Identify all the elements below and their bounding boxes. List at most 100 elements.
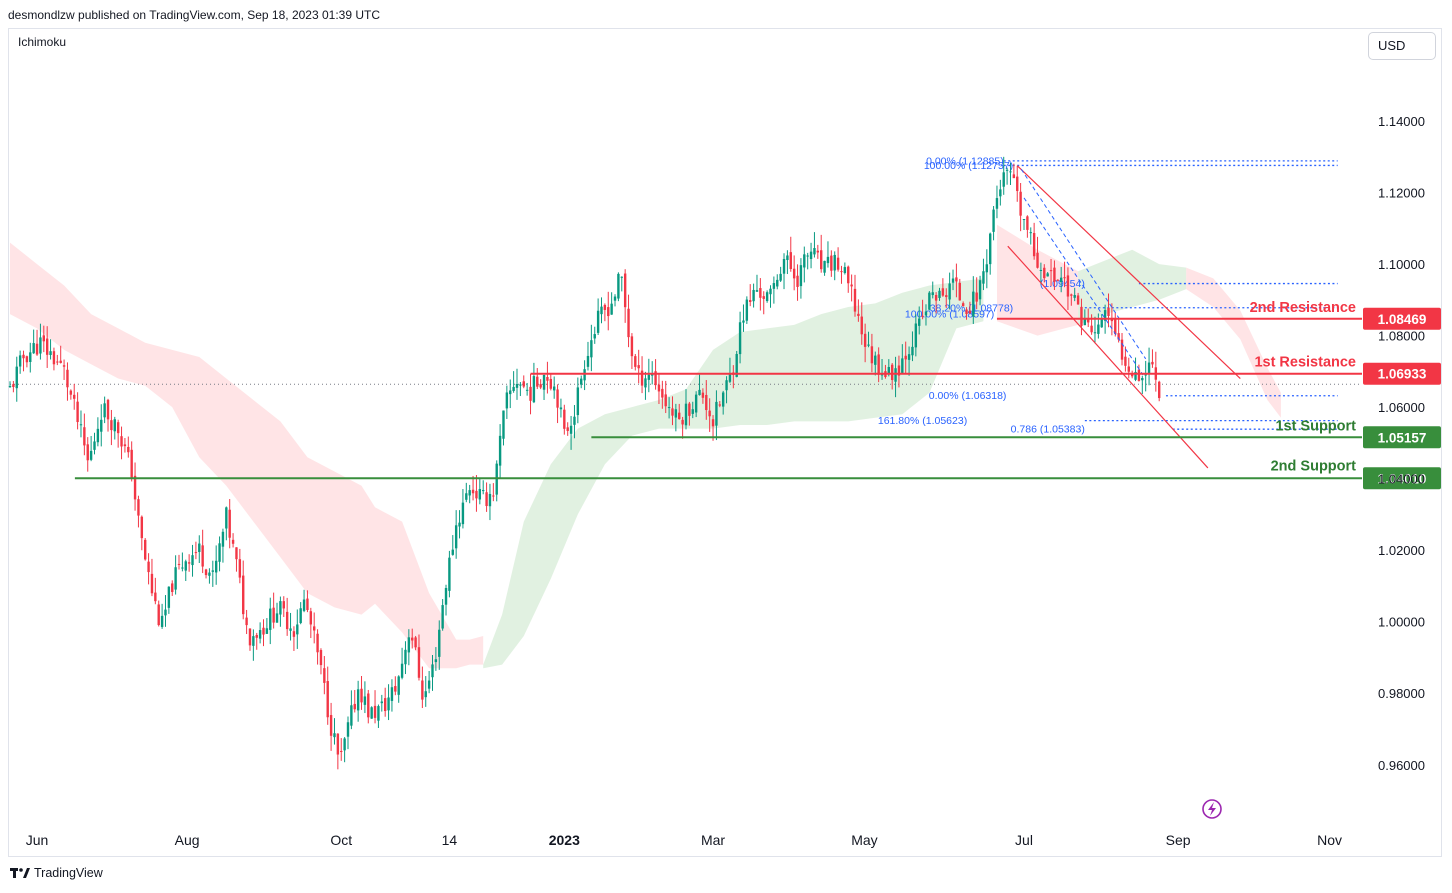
candle-body (164, 609, 167, 616)
candle-body (972, 291, 975, 317)
candle-body (59, 360, 62, 363)
candle-body (1029, 232, 1032, 234)
x-tick-label: Oct (330, 832, 352, 848)
price-tag-value: 1.08469 (1378, 312, 1427, 327)
currency-button[interactable]: USD (1368, 32, 1436, 60)
candle-body (147, 561, 150, 573)
candle-body (877, 354, 880, 375)
chart-frame (8, 28, 1442, 857)
candle-body (468, 490, 471, 496)
candle-body (1117, 333, 1120, 340)
candle-body (512, 386, 515, 391)
candle-body (1043, 267, 1046, 279)
candle-body (1093, 332, 1097, 334)
candle-body (421, 680, 424, 700)
candle-body (1124, 356, 1127, 366)
candle-body (187, 562, 191, 564)
price-tag (1363, 426, 1441, 449)
candle-body (103, 403, 106, 418)
candle-body (985, 264, 989, 273)
candle-body (759, 288, 762, 298)
candle-body (448, 557, 451, 591)
candle-body (654, 371, 657, 386)
candle-body (830, 255, 833, 271)
candle-body (1134, 371, 1137, 380)
candle-body (174, 567, 177, 590)
fib-trend-line (1020, 169, 1147, 360)
candle-body (1022, 219, 1026, 221)
ichimoku-cloud-bearish (1186, 267, 1281, 418)
candle-body (218, 543, 221, 562)
candle-body (194, 552, 198, 554)
candle-body (353, 703, 356, 710)
candle-body (647, 374, 651, 380)
candle-body (1083, 318, 1087, 326)
candle-body (417, 647, 421, 678)
candle-body (833, 254, 836, 271)
candle-body (1049, 270, 1053, 272)
candle-body (177, 563, 181, 565)
candle-body (326, 681, 329, 718)
candle-body (1073, 294, 1076, 298)
candle-body (370, 707, 373, 719)
candle-body (198, 543, 201, 553)
candle-body (336, 733, 340, 755)
footer-brand[interactable]: TradingView (10, 866, 103, 880)
candle-body (1137, 369, 1141, 381)
candle-body (728, 373, 732, 382)
y-tick-label: 1.12000 (1378, 186, 1425, 201)
candle-body (231, 539, 235, 544)
candle-body (863, 333, 867, 347)
candle-body (123, 444, 127, 447)
candle-body (657, 384, 661, 392)
candle-body (613, 296, 617, 301)
candle-body (346, 722, 350, 737)
candle-body (1016, 176, 1019, 192)
candle-body (269, 608, 272, 630)
candle-body (762, 296, 765, 299)
candle-body (715, 401, 718, 426)
candle-body (272, 607, 275, 623)
candle-body (620, 276, 623, 278)
candle-body (380, 701, 383, 704)
fib-label: 0.786 (1.05383) (1011, 424, 1085, 436)
candle-body (265, 628, 269, 634)
candle-body (948, 283, 951, 300)
indicator-label[interactable]: Ichimoku (18, 35, 67, 49)
descending-channel (1007, 165, 1241, 469)
candle-body (847, 266, 850, 284)
candle-body (924, 311, 928, 316)
candle-body (245, 617, 248, 626)
candle-body (404, 649, 407, 665)
candle-body (708, 410, 711, 417)
candle-body (296, 624, 299, 635)
candle-body (590, 340, 593, 358)
candle-body (975, 292, 978, 302)
candle-body (1039, 269, 1043, 271)
candle-body (522, 381, 525, 387)
candle-body (711, 419, 715, 427)
candle-body (982, 271, 985, 284)
lightning-icon[interactable] (1202, 799, 1222, 819)
candle-body (62, 365, 66, 367)
fib-label: 38.20% (1.08778) (930, 302, 1013, 314)
candle-body (992, 209, 995, 232)
resistance-label: 1st Resistance (1254, 355, 1356, 371)
y-tick-label: 0.96000 (1378, 758, 1425, 773)
candle-body (52, 351, 56, 365)
candle-body (945, 295, 948, 298)
candle-body (1009, 171, 1012, 173)
candle-body (894, 368, 897, 382)
candle-body (15, 366, 18, 389)
candle-body (853, 288, 857, 312)
candle-body (634, 356, 637, 367)
candle-body (130, 449, 133, 479)
candle-body (279, 601, 282, 615)
candle-body (725, 380, 728, 391)
candle-body (546, 377, 549, 381)
candle-body (221, 531, 225, 547)
candle-body (181, 567, 184, 569)
candle-body (860, 316, 863, 335)
candle-body (989, 233, 992, 265)
